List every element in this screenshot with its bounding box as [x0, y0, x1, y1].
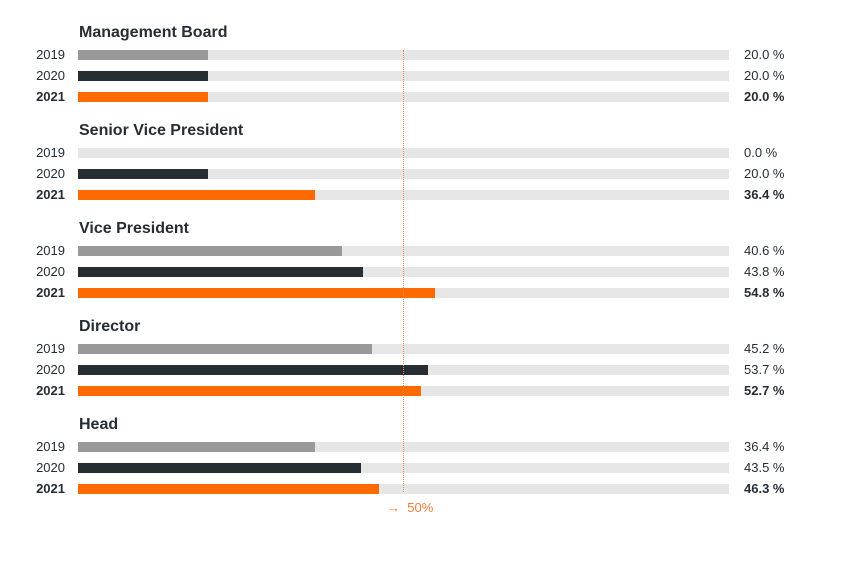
value-label: 43.8 % — [744, 264, 785, 279]
value-label: 20.0 % — [744, 68, 785, 83]
value-label: 20.0 % — [744, 47, 785, 62]
group-title: Director — [79, 318, 141, 335]
value-label: 36.4 % — [744, 187, 785, 202]
year-label: 2019 — [36, 145, 65, 160]
bar-2021 — [78, 386, 422, 396]
bar-2019 — [78, 50, 209, 60]
group-title: Senior Vice President — [79, 122, 244, 139]
bar-2019 — [78, 344, 373, 354]
bar-2020 — [78, 71, 209, 81]
value-label: 53.7 % — [744, 362, 785, 377]
bar-2020 — [78, 169, 209, 179]
value-label: 0.0 % — [744, 145, 778, 160]
bar-2021 — [78, 190, 315, 200]
year-label: 2020 — [36, 68, 65, 83]
year-label: 2021 — [36, 383, 65, 398]
group-title: Head — [79, 416, 119, 433]
value-label: 20.0 % — [744, 89, 785, 104]
value-label: 36.4 % — [744, 439, 785, 454]
bar-2019 — [78, 246, 343, 256]
value-label: 54.8 % — [744, 285, 785, 300]
bar-2021 — [78, 484, 380, 494]
reference-label: → 50% — [387, 500, 433, 515]
year-label: 2020 — [36, 362, 65, 377]
group-title: Vice President — [79, 220, 189, 237]
year-label: 2020 — [36, 264, 65, 279]
year-label: 2020 — [36, 460, 65, 475]
value-label: 20.0 % — [744, 166, 785, 181]
bar-2020 — [78, 463, 362, 473]
year-label: 2020 — [36, 166, 65, 181]
bar-2020 — [78, 267, 364, 277]
year-label: 2019 — [36, 341, 65, 356]
arrow-right-icon: → — [387, 500, 400, 515]
bar-2021 — [78, 288, 435, 298]
value-label: 43.5 % — [744, 460, 785, 475]
bar-2020 — [78, 365, 428, 375]
value-label: 46.3 % — [744, 481, 785, 496]
year-label: 2021 — [36, 89, 65, 104]
bar-2021 — [78, 92, 209, 102]
value-label: 40.6 % — [744, 243, 785, 258]
group-title: Management Board — [79, 24, 228, 41]
bar-2019 — [78, 442, 315, 452]
year-label: 2019 — [36, 439, 65, 454]
year-label: 2021 — [36, 187, 65, 202]
reference-line-50 — [403, 50, 404, 492]
year-label: 2019 — [36, 47, 65, 62]
value-label: 45.2 % — [744, 341, 785, 356]
reference-value: 50% — [407, 500, 434, 515]
year-label: 2021 — [36, 481, 65, 496]
value-label: 52.7 % — [744, 383, 785, 398]
year-label: 2021 — [36, 285, 65, 300]
year-label: 2019 — [36, 243, 65, 258]
